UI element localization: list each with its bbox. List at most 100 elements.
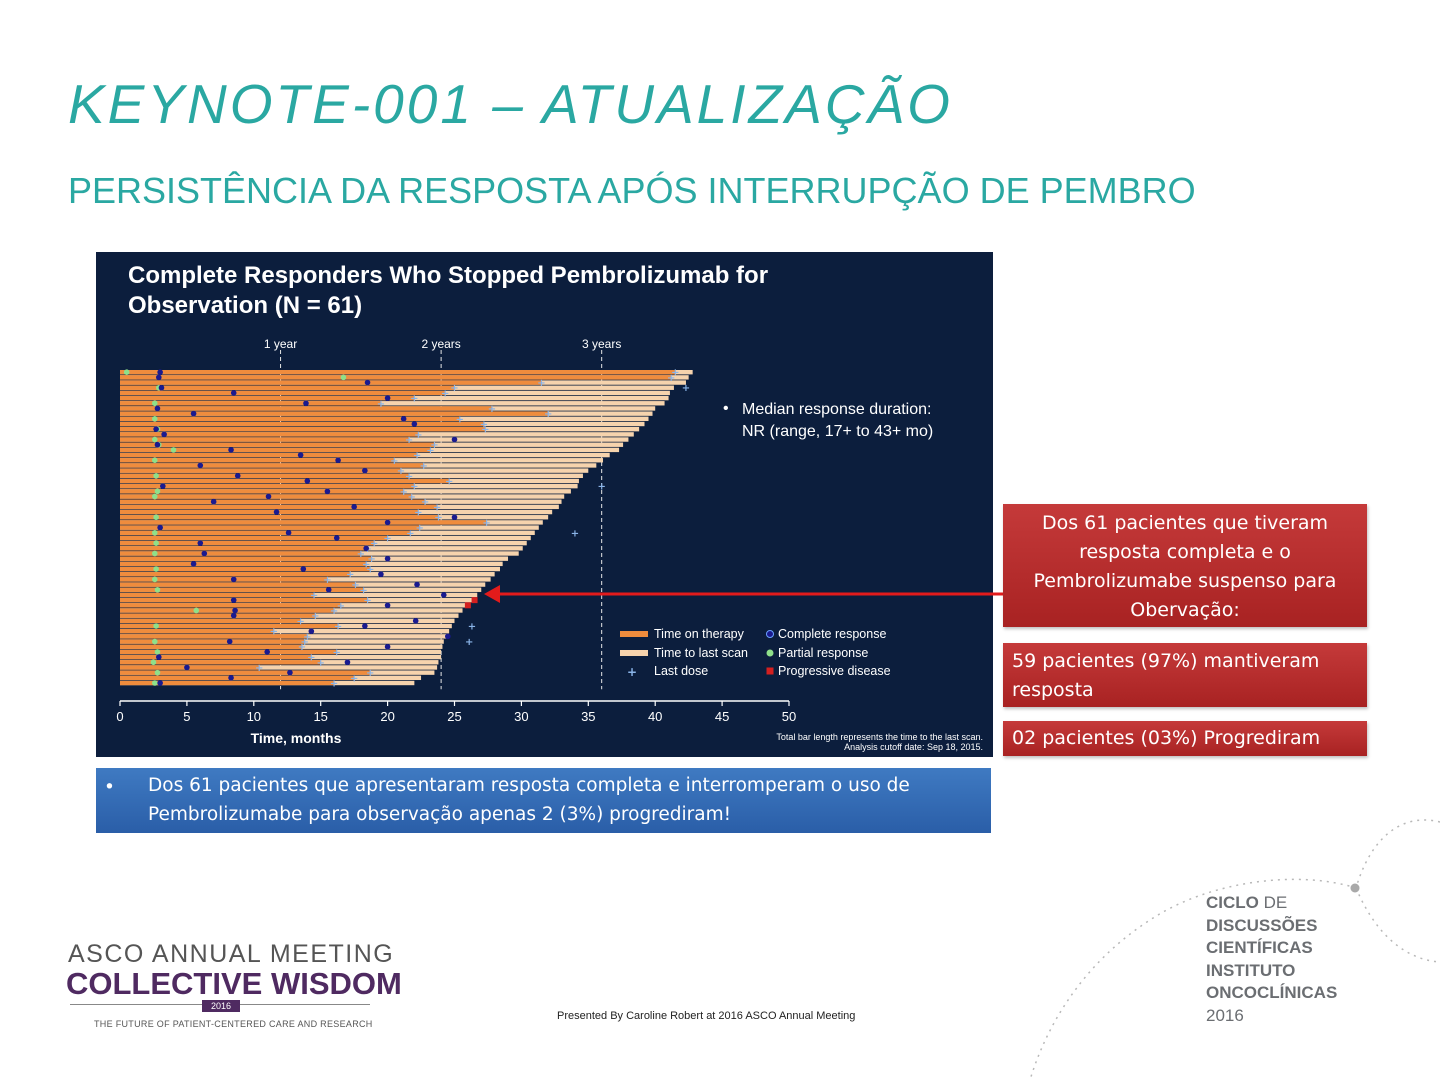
complete-response-marker	[154, 441, 161, 448]
time-on-therapy-bar	[120, 613, 316, 618]
complete-response-marker	[364, 379, 371, 386]
last-dose-marker: +	[296, 616, 304, 627]
last-dose-marker: +	[667, 373, 675, 384]
partial-response-marker	[154, 649, 161, 655]
last-dose-marker: +	[366, 668, 374, 679]
last-dose-marker: +	[488, 404, 496, 415]
last-dose-marker: +	[406, 528, 414, 539]
last-dose-marker: +	[407, 492, 415, 503]
time-on-therapy-bar	[120, 520, 487, 525]
time-on-therapy-bar	[120, 660, 321, 665]
complete-response-marker	[157, 524, 163, 531]
last-dose-marker: +	[456, 414, 464, 425]
complete-response-marker	[451, 514, 458, 521]
complete-response-marker	[344, 659, 351, 666]
legend-label-progressive-disease: Progressive disease	[778, 664, 891, 678]
x-tick-label: 40	[648, 709, 662, 724]
last-dose-marker: +	[330, 679, 338, 690]
x-tick-label: 5	[183, 709, 190, 724]
callout-maintained-response: 59 pacientes (97%) mantiveram resposta	[1003, 643, 1367, 707]
time-on-therapy-bar	[120, 634, 308, 639]
complete-response-marker	[445, 633, 451, 640]
reference-line-label: 1 year	[264, 337, 297, 351]
time-on-therapy-bar	[120, 483, 415, 489]
complete-response-marker	[400, 416, 407, 422]
last-dose-marker: +	[390, 456, 398, 467]
complete-response-marker	[303, 400, 309, 407]
time-on-therapy-bar	[120, 478, 450, 484]
x-tick-label: 45	[715, 709, 729, 724]
time-on-therapy-bar	[120, 447, 431, 453]
complete-response-marker	[308, 628, 315, 634]
time-on-therapy-bar	[120, 473, 410, 478]
time-on-therapy-bar	[120, 458, 395, 463]
complete-response-marker	[234, 473, 241, 479]
asco-logo-tagline: THE FUTURE OF PATIENT-CENTERED CARE AND …	[94, 1019, 373, 1029]
last-dose-marker: +	[434, 513, 442, 524]
last-dose-marker: +	[351, 580, 359, 591]
complete-response-marker	[384, 643, 391, 650]
time-on-therapy-bar	[120, 551, 361, 556]
last-dose-marker: +	[359, 585, 367, 596]
complete-response-marker	[197, 540, 204, 546]
time-on-therapy-bar	[120, 597, 368, 603]
last-dose-marker: +	[405, 435, 413, 446]
legend-label-time-to-last-scan: Time to last scan	[654, 646, 748, 660]
partial-response-marker	[193, 607, 200, 614]
complete-response-marker	[384, 602, 391, 609]
time-on-therapy-bar	[120, 509, 419, 515]
last-dose-marker: +	[307, 653, 315, 664]
last-dose-marker: +	[597, 482, 605, 493]
partial-response-marker	[153, 514, 159, 521]
time-on-therapy-bar	[120, 432, 419, 437]
time-on-therapy-bar	[120, 592, 315, 598]
complete-response-marker	[384, 395, 391, 401]
last-dose-marker: +	[430, 440, 438, 451]
complete-response-marker	[304, 478, 311, 484]
time-on-therapy-bar	[120, 654, 312, 660]
median-annotation-line1: Median response duration:	[742, 401, 931, 418]
last-dose-marker: +	[445, 476, 453, 487]
ciclo-line1-bold: CICLO	[1206, 893, 1259, 912]
last-dose-marker: +	[346, 570, 354, 581]
complete-response-marker	[333, 535, 340, 541]
time-on-therapy-bar	[120, 680, 335, 686]
complete-response-marker	[156, 374, 162, 381]
progressive-disease-marker	[464, 602, 471, 609]
time-on-therapy-bar	[120, 644, 302, 649]
complete-response-marker	[264, 649, 270, 655]
time-on-therapy-bar	[120, 649, 337, 655]
time-on-therapy-bar	[120, 426, 486, 432]
partial-response-marker	[150, 659, 157, 666]
last-dose-marker: +	[482, 518, 490, 529]
partial-response-marker	[151, 457, 158, 464]
legend-label-time-on-therapy: Time on therapy	[654, 627, 745, 641]
ciclo-line1-rest: DE	[1258, 893, 1288, 912]
time-on-therapy-bar	[120, 504, 438, 510]
time-on-therapy-bar	[120, 499, 426, 504]
partial-response-marker	[153, 623, 159, 629]
time-on-therapy-bar	[120, 515, 439, 520]
complete-response-marker	[156, 654, 162, 660]
last-dose-marker: +	[413, 451, 421, 462]
swimmer-chart: Complete Responders Who Stopped Pembroli…	[96, 252, 993, 757]
arc-node-dot	[1350, 883, 1360, 893]
last-dose-marker: +	[682, 383, 690, 394]
time-on-therapy-bar	[120, 670, 371, 675]
complete-response-marker	[414, 581, 420, 588]
time-on-therapy-bar	[120, 375, 672, 380]
partial-response-marker	[154, 488, 161, 495]
partial-response-marker	[154, 586, 161, 593]
conclusion-text: Dos 61 pacientes que apresentaram respos…	[148, 775, 910, 825]
x-tick-label: 10	[247, 709, 261, 724]
slide-title: KEYNOTE-001 – ATUALIZAÇÃO	[68, 73, 953, 135]
ciclo-line5: ONCOCLÍNICAS	[1206, 983, 1338, 1002]
partial-response-marker	[151, 550, 158, 557]
last-dose-marker: +	[317, 658, 325, 669]
last-dose-marker: +	[362, 559, 370, 570]
time-on-therapy-bar	[120, 525, 420, 530]
time-on-therapy-bar	[120, 535, 388, 541]
time-on-therapy-bar	[120, 530, 411, 535]
partial-response-marker	[153, 473, 159, 479]
complete-response-marker	[300, 566, 307, 572]
